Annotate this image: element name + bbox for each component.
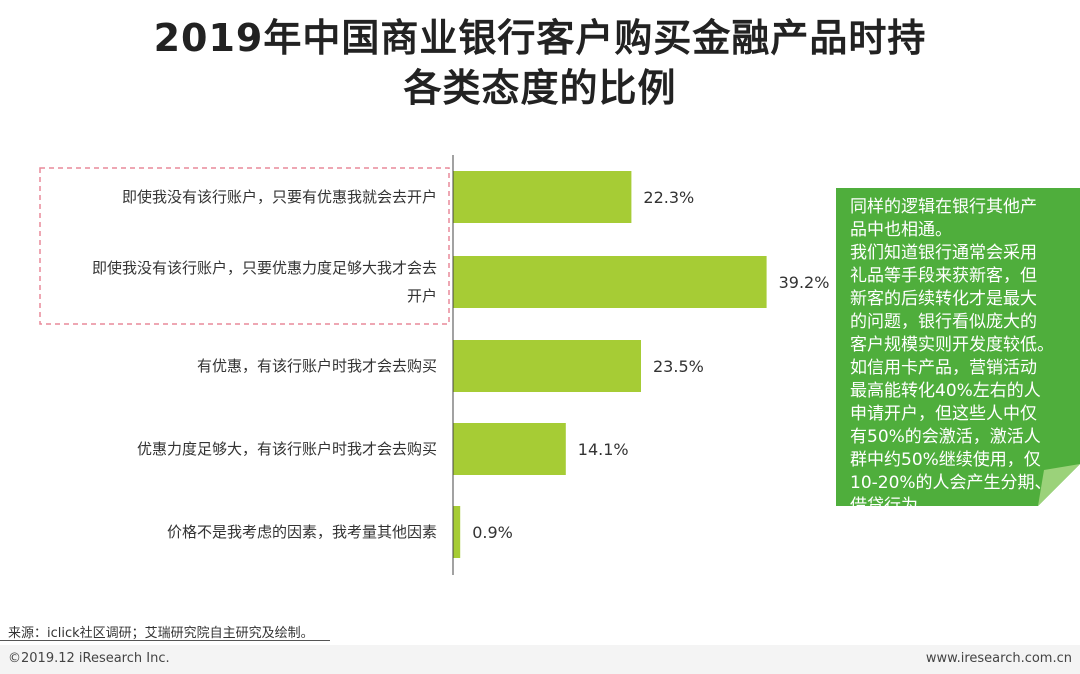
callout-background	[836, 188, 1080, 506]
footer-copyright: ©2019.12 iResearch Inc.	[8, 651, 170, 666]
category-label-2-line-2: 开户	[407, 287, 437, 305]
chart-title-line-2: 各类态度的比例	[403, 66, 677, 110]
data-label-4: 14.1%	[578, 440, 629, 459]
category-label-4: 优惠力度足够大，有该行账户时我才会去购买	[137, 440, 437, 458]
data-label-3: 23.5%	[653, 357, 704, 376]
bar-4	[453, 423, 566, 475]
category-label-3: 有优惠，有该行账户时我才会去购买	[197, 357, 437, 375]
callout-folded-corner	[1038, 464, 1080, 506]
highlight-dashed-box	[39, 167, 450, 325]
footer-website: www.iresearch.com.cn	[925, 651, 1072, 666]
bar-5	[453, 506, 461, 558]
bar-1	[453, 171, 632, 223]
category-label-1: 即使我没有该行账户，只要有优惠我就会去开户	[122, 188, 437, 206]
data-label-1: 22.3%	[643, 188, 694, 207]
category-label-5: 价格不是我考虑的因素，我考量其他因素	[167, 523, 437, 541]
footer-bar	[0, 645, 1080, 674]
source-divider	[0, 640, 330, 641]
insight-callout: 同样的逻辑在银行其他产 品中也相通。 我们知道银行通常会采用 礼品等手段来获新客…	[836, 188, 1080, 516]
bar-3	[453, 340, 641, 392]
bar-2	[453, 256, 767, 308]
callout-shape	[836, 188, 1080, 506]
chart-title-line-1: 2019年中国商业银行客户购买金融产品时持	[153, 16, 927, 60]
data-label-5: 0.9%	[472, 523, 513, 542]
callout-text: 同样的逻辑在银行其他产 品中也相通。 我们知道银行通常会采用 礼品等手段来获新客…	[850, 197, 1054, 516]
bar-chart: 22.3% 即使我没有该行账户，只要有优惠我就会去开户 39.2% 即使我没有该行账户…	[39, 155, 830, 575]
source-note: 来源：iclick社区调研；艾瑞研究院自主研究及绘制。	[8, 626, 314, 641]
category-label-2-line-1: 即使我没有该行账户，只要优惠力度足够大我才会去	[92, 259, 437, 277]
data-label-2: 39.2%	[779, 273, 830, 292]
